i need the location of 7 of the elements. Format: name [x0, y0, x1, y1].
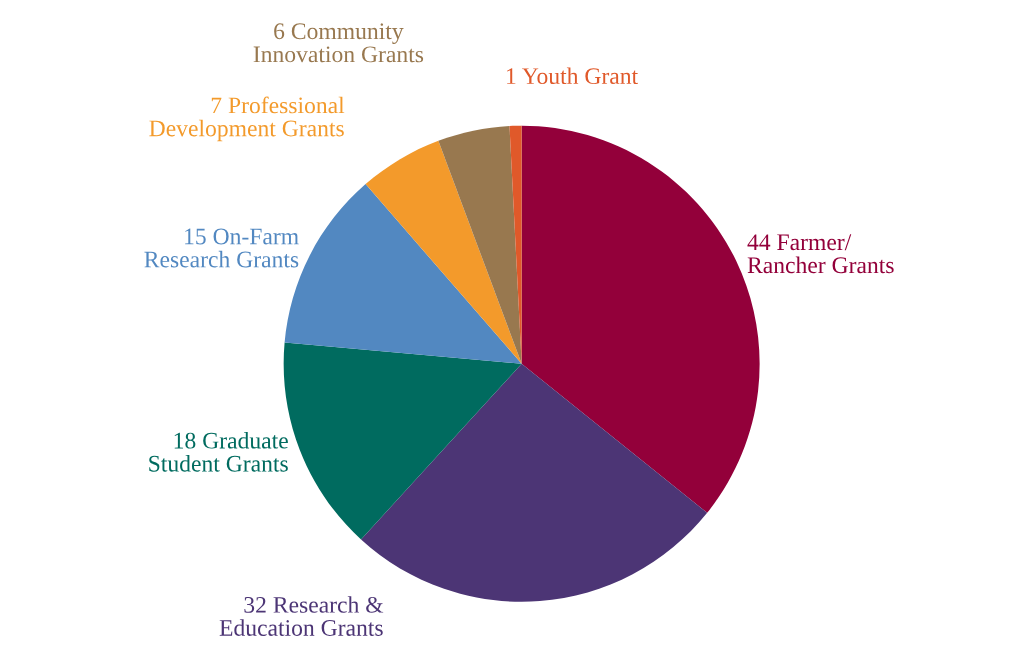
slice-label: 44 Farmer/ Rancher Grants [747, 234, 894, 274]
slice-label: 7 Professional Development Grants [149, 96, 345, 142]
slice-label: 32 Research & Education Grants [219, 596, 384, 636]
slice-label: 1 Youth Grant [507, 67, 638, 85]
slice-label: 18 Graduate Student Grants [149, 432, 288, 472]
slice-label: 15 On-Farm Research Grants [144, 228, 299, 268]
slice-label: 6 Community Innovation Grants [253, 23, 424, 63]
